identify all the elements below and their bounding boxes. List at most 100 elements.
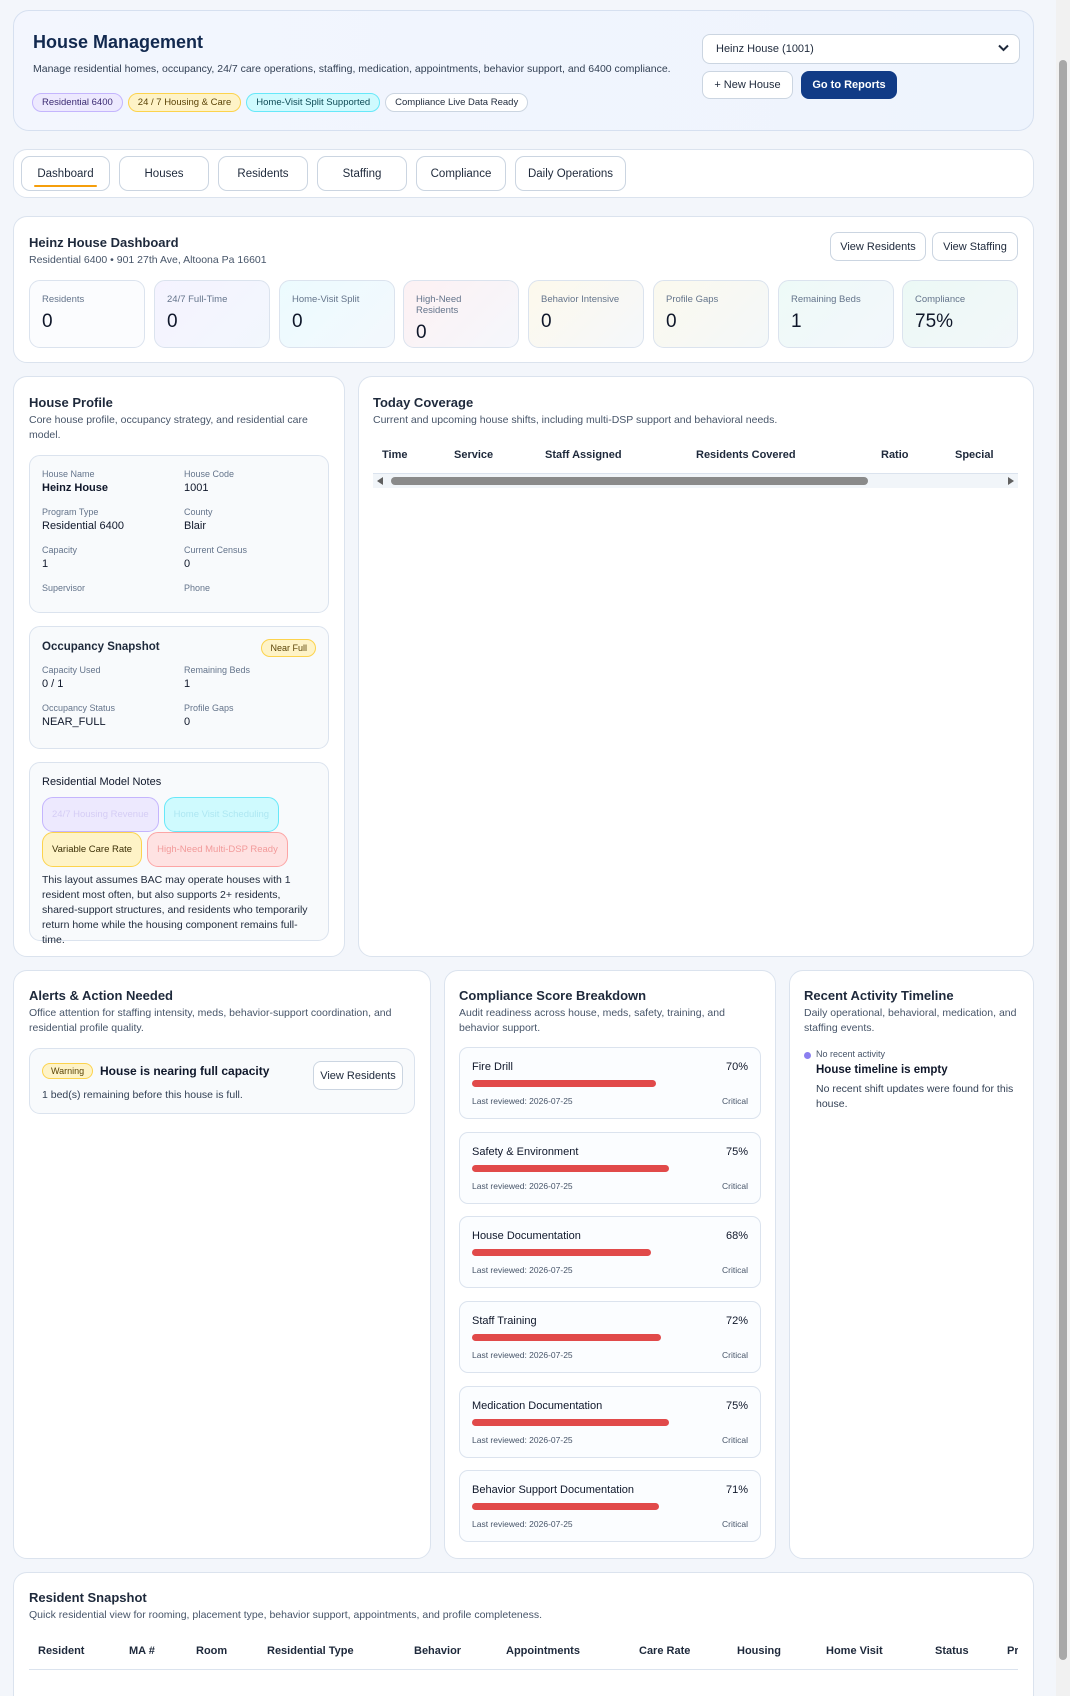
view-staffing-button[interactable]: View Staffing: [932, 232, 1018, 261]
page-scrollbar-thumb[interactable]: [1059, 60, 1067, 1660]
model-notes-title: Residential Model Notes: [42, 776, 162, 788]
new-house-button[interactable]: + New House: [702, 71, 793, 99]
scroll-right-icon[interactable]: [1008, 477, 1014, 485]
score-name: Behavior Support Documentation: [472, 1484, 635, 1496]
score-progress-bar: [472, 1080, 657, 1087]
coverage-table-header: Time Service Staff Assigned Residents Co…: [373, 444, 1018, 474]
kpi-label: 24/7 Full-Time: [167, 294, 228, 305]
timeline-description: Daily operational, behavioral, medicatio…: [804, 1007, 1017, 1034]
timeline-empty-text: No recent shift updates were found for t…: [816, 1083, 1014, 1110]
header-tags: Residential 6400 24 / 7 Housing & Care Hom…: [32, 93, 533, 112]
kpi-value: 1: [791, 311, 802, 332]
kpi-label: High-Need Residents: [416, 294, 462, 316]
scrollbar-thumb[interactable]: [391, 477, 868, 485]
tab-staffing[interactable]: Staffing: [317, 156, 407, 191]
scroll-left-icon[interactable]: [377, 477, 383, 485]
col-profile: Pr: [1007, 1645, 1018, 1657]
model-notes-box: Residential Model Notes 24/7 Housing Rev…: [29, 762, 329, 946]
resident-table-header: Resident MA # Room Residential Type Beha…: [29, 1640, 1018, 1670]
house-select-value: Heinz House (1001): [716, 43, 814, 55]
resident-snapshot-card: [13, 1572, 1034, 1696]
field-label: Supervisor: [42, 583, 86, 593]
model-notes-chips: 24/7 Housing Revenue Home Visit Schedulin…: [42, 797, 316, 867]
kpi-value: 0: [167, 311, 178, 332]
field-occupancy-status: Occupancy Status NEAR_FULL: [42, 703, 184, 728]
dashboard-title: Heinz House Dashboard: [29, 235, 179, 250]
dashboard-address: Residential 6400 • 901 27th Ave, Altoona…: [29, 254, 267, 266]
tab-compliance[interactable]: Compliance: [416, 156, 506, 191]
kpi-label: Residents: [42, 294, 85, 305]
score-percent: 71%: [725, 1484, 748, 1496]
page-vertical-scrollbar[interactable]: [1056, 0, 1070, 1696]
alerts-description: Office attention for staffing intensity,…: [29, 1007, 392, 1034]
kpi-value: 0: [541, 311, 552, 332]
field-house-code: House Code 1001: [184, 469, 314, 494]
alert-title: House is nearing full capacity: [100, 1064, 270, 1078]
score-progress-bar: [472, 1165, 670, 1172]
score-percent: 70%: [725, 1061, 748, 1073]
kpi-value: 75%: [915, 311, 954, 332]
score-reviewed: Last reviewed: 2026-07-25: [472, 1181, 573, 1191]
view-residents-button[interactable]: View Residents: [830, 232, 926, 261]
chip-home-visit-scheduling: Home Visit Scheduling: [163, 797, 280, 832]
kpi-residents: Residents 0: [29, 280, 145, 348]
tab-residents[interactable]: Residents: [218, 156, 308, 191]
field-label: Phone: [184, 583, 211, 593]
kpi-remaining-beds: Remaining Beds 1: [778, 280, 894, 348]
field-value: 0: [184, 558, 191, 570]
col-special: Special: [955, 449, 994, 461]
score-name: Safety & Environment: [472, 1146, 579, 1158]
score-status: Critical: [722, 1096, 748, 1106]
field-label: County: [184, 507, 213, 517]
house-details-box: House Name Heinz House House Code 1001 Pro…: [29, 455, 329, 613]
page-description: Manage residential homes, occupancy, 24/…: [33, 63, 671, 75]
score-status: Critical: [722, 1181, 748, 1191]
tab-daily-operations[interactable]: Daily Operations: [515, 156, 626, 191]
score-status: Critical: [722, 1265, 748, 1275]
chip-housing-revenue: 24/7 Housing Revenue: [42, 797, 159, 832]
field-label: Profile Gaps: [184, 703, 234, 713]
score-status: Critical: [722, 1435, 748, 1445]
house-select[interactable]: Heinz House (1001): [702, 34, 1020, 64]
warning-badge: Warning: [42, 1063, 94, 1079]
occupancy-title: Occupancy Snapshot: [42, 641, 160, 653]
field-value: 1001: [184, 482, 209, 494]
alerts-title: Alerts & Action Needed: [29, 988, 173, 1003]
col-residents-covered: Residents Covered: [696, 449, 796, 461]
score-percent: 75%: [725, 1146, 748, 1158]
field-value: Heinz House: [42, 482, 109, 494]
field-phone: Phone: [184, 583, 314, 596]
score-progress-bar: [472, 1249, 651, 1256]
header-card: House Management Manage residential home…: [13, 10, 1034, 131]
kpi-label: Behavior Intensive: [541, 294, 620, 305]
alert-item: Warning House is nearing full capacity 1…: [29, 1048, 415, 1114]
col-service: Service: [454, 449, 494, 461]
near-full-badge: Near Full: [261, 639, 316, 657]
col-staff-assigned: Staff Assigned: [545, 449, 622, 461]
coverage-horizontal-scrollbar[interactable]: [373, 474, 1018, 488]
field-label: Capacity: [42, 545, 78, 555]
field-value: Residential 6400: [42, 520, 124, 532]
score-progress-bar: [472, 1503, 659, 1510]
field-house-name: House Name Heinz House: [42, 469, 184, 494]
field-label: Capacity Used: [42, 665, 101, 675]
chip-high-need: High-Need Multi-DSP Ready: [147, 832, 288, 867]
field-supervisor: Supervisor: [42, 583, 184, 596]
alert-view-residents-button[interactable]: View Residents: [313, 1061, 403, 1090]
compliance-score-item: House Documentation 68% Last reviewed: 202…: [459, 1216, 761, 1288]
col-time: Time: [382, 449, 408, 461]
kpi-label: Compliance: [915, 294, 966, 305]
col-residential-type: Residential Type: [267, 1645, 354, 1657]
compliance-title: Compliance Score Breakdown: [459, 988, 647, 1003]
score-percent: 72%: [725, 1315, 748, 1327]
tab-houses[interactable]: Houses: [119, 156, 209, 191]
tag-home-visit: Home-Visit Split Supported: [246, 93, 381, 112]
field-program-type: Program Type Residential 6400: [42, 507, 184, 532]
go-to-reports-button[interactable]: Go to Reports: [801, 71, 897, 99]
field-value: 0: [184, 716, 191, 728]
tab-dashboard[interactable]: Dashboard: [21, 156, 110, 191]
score-name: Medication Documentation: [472, 1400, 603, 1412]
resident-snapshot-description: Quick residential view for rooming, plac…: [29, 1609, 543, 1621]
kpi-compliance: Compliance 75%: [902, 280, 1018, 348]
score-reviewed: Last reviewed: 2026-07-25: [472, 1265, 573, 1275]
